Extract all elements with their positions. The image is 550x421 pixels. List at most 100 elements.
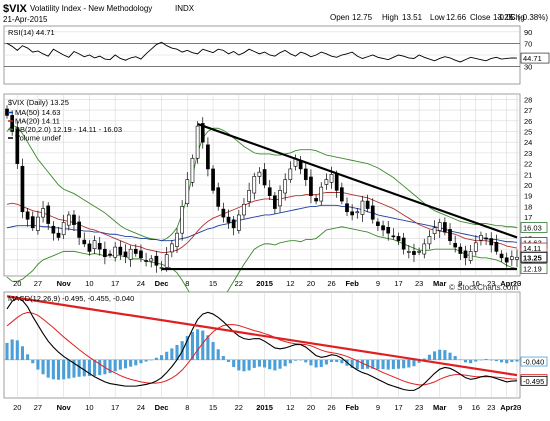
macd-histogram-bar <box>407 359 411 368</box>
macd-histogram-bar <box>263 359 267 368</box>
candle <box>386 220 391 241</box>
candle-body <box>303 168 308 180</box>
candle-body <box>257 171 262 177</box>
x-tick-label: 9 <box>458 279 462 288</box>
bb-upper-line <box>6 124 518 242</box>
candle-body <box>15 128 20 164</box>
candle <box>139 244 143 263</box>
candle-body <box>252 176 257 194</box>
legend-entry: Volume undef <box>15 134 62 143</box>
candle <box>257 167 262 184</box>
candle <box>432 220 437 241</box>
candle-body <box>242 203 246 216</box>
chart-date: 21-Apr-2015 <box>3 15 48 24</box>
candle <box>216 182 221 211</box>
candle <box>226 209 231 229</box>
candle-body <box>149 258 154 262</box>
x-tick-label: 17 <box>394 279 402 288</box>
candle-body <box>262 169 267 186</box>
candle <box>401 232 406 255</box>
candle-body <box>144 260 148 262</box>
price-tick-label: 26 <box>524 117 532 126</box>
candle-body <box>468 251 473 261</box>
macd-histogram-bar <box>422 358 426 360</box>
macd-histogram-bar <box>165 351 169 360</box>
candle-body <box>133 248 138 254</box>
price-value-label: 12.19 <box>523 265 542 274</box>
macd-histogram-bar <box>314 359 318 368</box>
macd-histogram-bar <box>371 359 375 369</box>
candle <box>20 158 25 219</box>
candle <box>66 211 71 231</box>
macd-trendline <box>6 295 518 377</box>
macd-histogram-bar <box>211 342 215 360</box>
candle <box>221 202 226 223</box>
candle-body <box>97 243 102 250</box>
price-panel: 13141516171819202122232425262728$VIX (Da… <box>3 93 548 314</box>
candle <box>406 245 411 259</box>
macd-histogram-bar <box>190 331 194 360</box>
candle-body <box>288 168 293 180</box>
candle <box>324 173 329 190</box>
candle <box>77 215 81 245</box>
price-tick-label: 22 <box>524 160 532 169</box>
x-tick-label: 23 <box>487 403 495 412</box>
candle <box>473 235 478 256</box>
candle-body <box>41 208 45 218</box>
candle-body <box>422 243 427 255</box>
macd-histogram-bar <box>196 329 200 360</box>
x-tick-label: 20 <box>13 279 21 288</box>
low-value: 12.66 <box>446 13 467 22</box>
candle <box>267 180 272 200</box>
macd-histogram-bar <box>185 336 189 360</box>
candle <box>123 244 128 264</box>
x-tick-label: Dec <box>155 403 169 412</box>
candle-body <box>324 179 329 185</box>
macd-histogram-bar <box>376 359 380 370</box>
candle-body <box>36 216 40 231</box>
candle-body <box>314 198 318 202</box>
price-value-label: 16.03 <box>523 224 542 233</box>
candle <box>283 173 288 201</box>
x-tick-label: Feb <box>345 279 359 288</box>
candle-body <box>221 208 226 218</box>
candle-body <box>200 123 205 143</box>
macd-histogram-bar <box>31 359 35 364</box>
candle <box>489 232 494 253</box>
macd-histogram-bar <box>26 354 30 360</box>
price-tick-label: 21 <box>524 170 532 179</box>
instrument-name: Volatility Index - New Methodology <box>30 4 152 13</box>
x-tick-label: 17 <box>394 403 402 412</box>
macd-histogram-bar <box>273 359 277 371</box>
candle <box>448 223 452 245</box>
macd-line <box>6 297 518 391</box>
macd-histogram-bar <box>144 359 148 362</box>
x-tick-label: 12 <box>286 279 294 288</box>
price-value-badge <box>520 263 548 275</box>
macd-histogram-bar <box>108 359 112 373</box>
candle-body <box>108 253 112 256</box>
price-value-badge <box>520 222 548 233</box>
macd-histogram-bar <box>232 359 236 368</box>
chg-label: Chg <box>510 13 525 22</box>
candle <box>128 245 133 267</box>
brand-label: © StockCharts.com <box>449 283 518 292</box>
candle-body <box>278 190 282 207</box>
x-tick-label: 20 <box>307 279 315 288</box>
macd-histogram-bar <box>309 359 313 366</box>
macd-histogram-bar <box>129 359 133 367</box>
candle-body <box>355 211 360 214</box>
macd-histogram-bar <box>448 352 452 360</box>
macd-histogram-bar <box>5 342 9 360</box>
macd-histogram-bar <box>237 359 241 371</box>
price-tick-label: 19 <box>524 192 532 201</box>
macd-histogram-bar <box>10 339 14 360</box>
candle <box>56 226 61 241</box>
candle-body <box>499 253 504 259</box>
candle-body <box>510 256 514 260</box>
candle-body <box>432 227 437 235</box>
macd-histogram-bar <box>299 359 303 361</box>
candle <box>479 231 483 246</box>
macd-histogram-bar <box>396 359 401 369</box>
macd-histogram-bar <box>118 359 122 370</box>
